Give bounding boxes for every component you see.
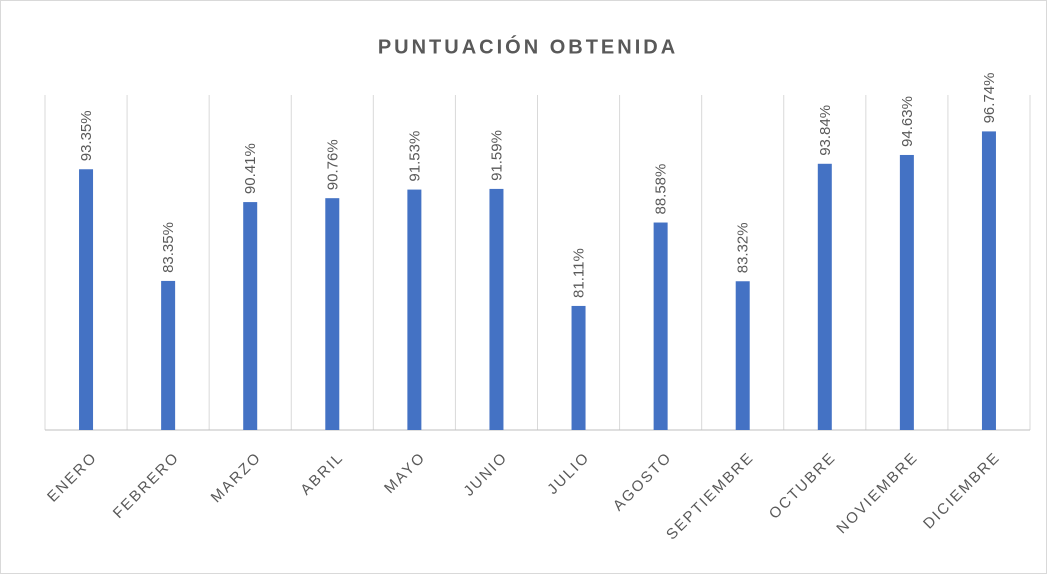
bar <box>161 280 176 430</box>
bar <box>981 131 996 431</box>
data-label: 96.74% <box>981 73 998 124</box>
bar <box>79 169 94 430</box>
data-label: 90.41% <box>242 143 259 194</box>
bar <box>899 154 914 430</box>
bar <box>325 198 340 430</box>
data-label: 93.84% <box>817 105 834 156</box>
bar <box>489 188 504 430</box>
data-label: 88.58% <box>653 164 670 215</box>
data-label: 91.59% <box>488 130 505 181</box>
bar <box>243 202 258 430</box>
bar <box>735 281 750 430</box>
data-label: 90.76% <box>324 139 341 190</box>
bar <box>407 189 422 430</box>
data-label: 94.63% <box>899 96 916 147</box>
data-label: 93.35% <box>78 110 95 161</box>
data-label: 83.35% <box>160 222 177 273</box>
bar <box>817 163 832 430</box>
data-label: 83.32% <box>735 222 752 273</box>
bar <box>653 222 668 430</box>
chart-title: PUNTUACIÓN OBTENIDA <box>378 34 678 58</box>
data-label: 91.53% <box>406 131 423 182</box>
bar <box>571 305 586 430</box>
data-label: 81.11% <box>571 248 588 298</box>
